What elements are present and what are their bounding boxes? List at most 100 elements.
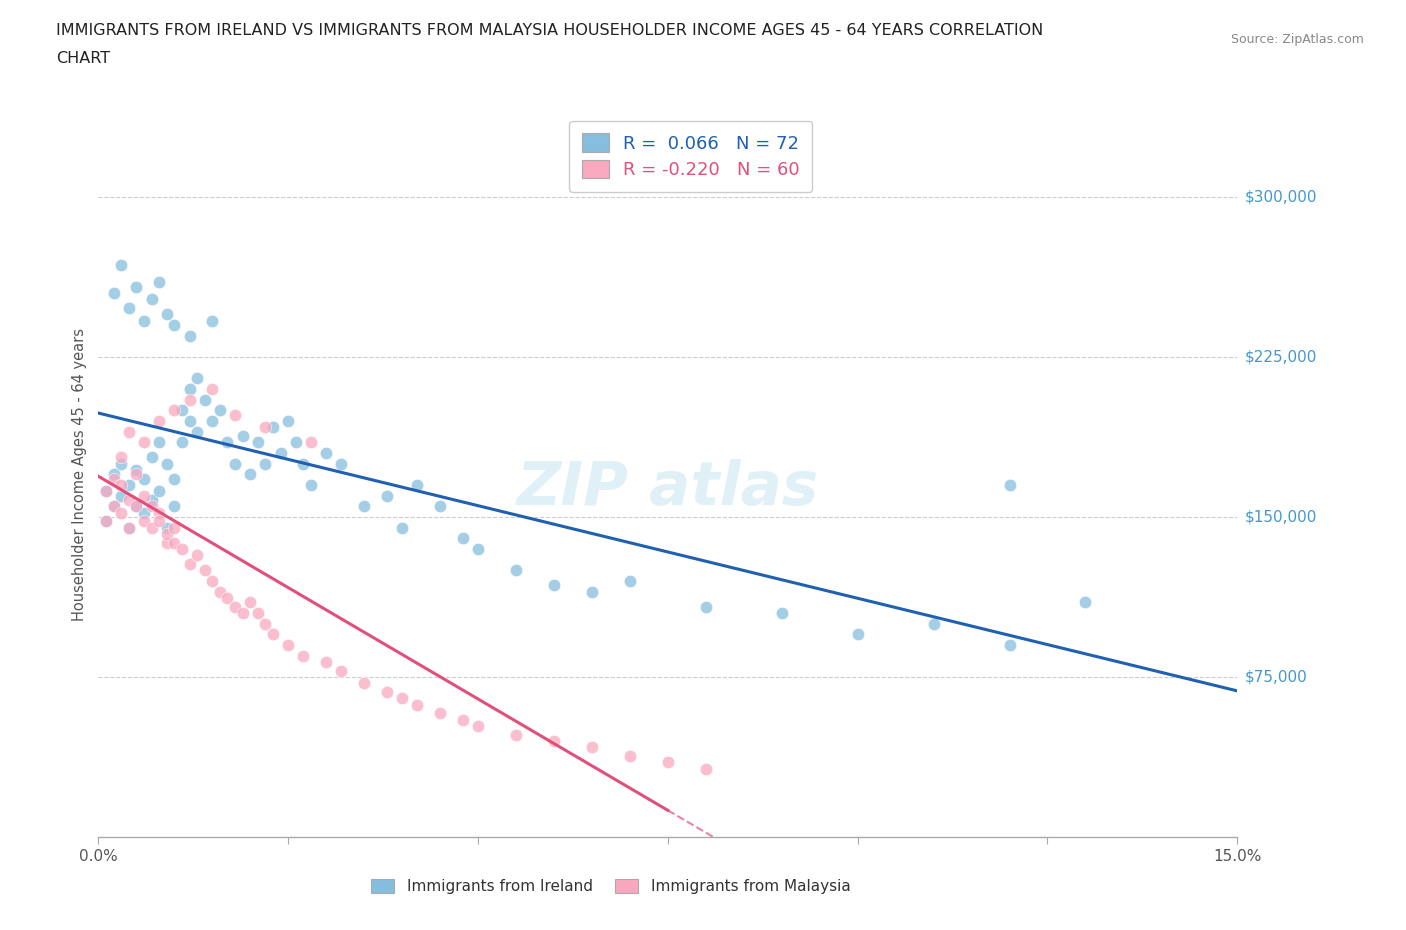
Point bbox=[94, 513, 117, 528]
Point bbox=[179, 392, 201, 407]
Point bbox=[254, 420, 277, 435]
Point bbox=[156, 307, 179, 322]
Point bbox=[657, 755, 679, 770]
Point bbox=[292, 457, 315, 472]
Point bbox=[1074, 595, 1097, 610]
Point bbox=[132, 488, 155, 503]
Point bbox=[254, 617, 277, 631]
Point bbox=[118, 300, 141, 315]
Point bbox=[217, 591, 239, 605]
Point bbox=[194, 563, 217, 578]
Text: IMMIGRANTS FROM IRELAND VS IMMIGRANTS FROM MALAYSIA HOUSEHOLDER INCOME AGES 45 -: IMMIGRANTS FROM IRELAND VS IMMIGRANTS FR… bbox=[56, 23, 1043, 38]
Point bbox=[103, 472, 125, 486]
Point bbox=[315, 655, 337, 670]
Point bbox=[543, 734, 565, 749]
Point bbox=[103, 286, 125, 300]
Point bbox=[201, 381, 224, 396]
Point bbox=[170, 403, 193, 418]
Point bbox=[998, 638, 1021, 653]
Point bbox=[451, 712, 474, 727]
Point bbox=[770, 605, 793, 620]
Text: $225,000: $225,000 bbox=[1244, 350, 1316, 365]
Point bbox=[163, 535, 186, 550]
Text: $300,000: $300,000 bbox=[1244, 190, 1317, 205]
Point bbox=[922, 617, 945, 631]
Point bbox=[695, 599, 717, 614]
Point bbox=[232, 429, 254, 444]
Point bbox=[141, 292, 163, 307]
Point bbox=[163, 403, 186, 418]
Point bbox=[156, 526, 179, 541]
Point bbox=[201, 574, 224, 589]
Point bbox=[125, 498, 148, 513]
Point bbox=[94, 484, 117, 498]
Point bbox=[353, 676, 375, 691]
Point bbox=[186, 424, 208, 439]
Y-axis label: Householder Income Ages 45 - 64 years: Householder Income Ages 45 - 64 years bbox=[72, 327, 87, 621]
Point bbox=[201, 313, 224, 328]
Point bbox=[179, 328, 201, 343]
Point bbox=[277, 414, 299, 429]
Point bbox=[299, 435, 322, 450]
Point bbox=[163, 498, 186, 513]
Point bbox=[170, 541, 193, 556]
Point bbox=[277, 638, 299, 653]
Point bbox=[505, 563, 527, 578]
Point bbox=[170, 435, 193, 450]
Point bbox=[156, 520, 179, 535]
Point bbox=[246, 435, 269, 450]
Point bbox=[156, 457, 179, 472]
Point bbox=[330, 457, 353, 472]
Point bbox=[179, 414, 201, 429]
Point bbox=[148, 275, 170, 290]
Text: $75,000: $75,000 bbox=[1244, 670, 1308, 684]
Point bbox=[132, 505, 155, 520]
Point bbox=[141, 450, 163, 465]
Point bbox=[118, 424, 141, 439]
Point bbox=[208, 584, 231, 599]
Point bbox=[118, 520, 141, 535]
Point bbox=[846, 627, 869, 642]
Point bbox=[201, 414, 224, 429]
Point bbox=[163, 317, 186, 332]
Point bbox=[132, 313, 155, 328]
Point bbox=[132, 513, 155, 528]
Point bbox=[186, 371, 208, 386]
Point bbox=[998, 477, 1021, 492]
Point bbox=[467, 719, 489, 734]
Point bbox=[375, 488, 398, 503]
Point bbox=[163, 472, 186, 486]
Point bbox=[224, 599, 246, 614]
Point bbox=[292, 648, 315, 663]
Point bbox=[619, 574, 641, 589]
Point bbox=[406, 698, 429, 712]
Point bbox=[451, 531, 474, 546]
Point bbox=[156, 535, 179, 550]
Point bbox=[103, 467, 125, 482]
Point bbox=[141, 493, 163, 508]
Point bbox=[330, 663, 353, 678]
Point bbox=[118, 520, 141, 535]
Point bbox=[141, 498, 163, 513]
Point bbox=[254, 457, 277, 472]
Point bbox=[125, 498, 148, 513]
Point bbox=[148, 414, 170, 429]
Text: ZIP atlas: ZIP atlas bbox=[517, 459, 818, 518]
Point bbox=[110, 258, 132, 272]
Point bbox=[148, 484, 170, 498]
Point bbox=[224, 457, 246, 472]
Point bbox=[179, 556, 201, 571]
Point bbox=[299, 477, 322, 492]
Point bbox=[391, 520, 413, 535]
Point bbox=[118, 477, 141, 492]
Point bbox=[391, 691, 413, 706]
Point bbox=[232, 605, 254, 620]
Point bbox=[110, 450, 132, 465]
Point bbox=[110, 477, 132, 492]
Point bbox=[94, 513, 117, 528]
Point bbox=[141, 520, 163, 535]
Point bbox=[148, 505, 170, 520]
Point bbox=[132, 472, 155, 486]
Point bbox=[406, 477, 429, 492]
Point bbox=[429, 498, 451, 513]
